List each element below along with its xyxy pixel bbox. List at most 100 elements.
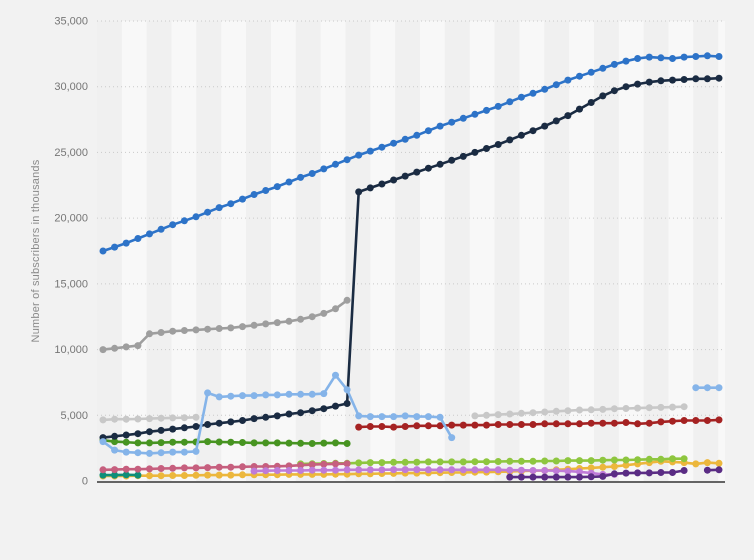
data-point[interactable] [99, 438, 107, 446]
data-point[interactable] [494, 411, 502, 419]
data-point[interactable] [541, 420, 549, 428]
data-point[interactable] [366, 466, 374, 474]
data-point[interactable] [99, 416, 107, 424]
data-point[interactable] [273, 439, 281, 447]
data-point[interactable] [401, 412, 409, 420]
data-point[interactable] [378, 466, 386, 474]
data-point[interactable] [599, 463, 607, 471]
data-point[interactable] [285, 410, 293, 418]
data-point[interactable] [192, 213, 200, 221]
data-point[interactable] [332, 460, 339, 468]
data-point[interactable] [111, 415, 119, 423]
data-point[interactable] [610, 470, 618, 478]
data-point[interactable] [692, 53, 700, 60]
data-point[interactable] [657, 455, 665, 463]
data-point[interactable] [669, 403, 676, 411]
data-point[interactable] [692, 460, 700, 468]
data-point[interactable] [262, 413, 270, 421]
data-point[interactable] [413, 168, 421, 176]
data-point[interactable] [610, 456, 618, 464]
data-point[interactable] [645, 419, 653, 427]
data-point[interactable] [134, 465, 142, 473]
data-point[interactable] [669, 76, 676, 84]
data-point[interactable] [134, 449, 142, 457]
data-point[interactable] [541, 122, 549, 130]
data-point[interactable] [157, 465, 165, 472]
data-point[interactable] [285, 317, 293, 325]
data-point[interactable] [355, 151, 363, 159]
data-point[interactable] [471, 421, 479, 429]
data-point[interactable] [634, 55, 642, 62]
data-point[interactable] [599, 456, 607, 464]
data-point[interactable] [494, 421, 502, 428]
data-point[interactable] [622, 419, 630, 426]
data-point[interactable] [215, 438, 223, 446]
data-point[interactable] [552, 457, 560, 465]
data-point[interactable] [111, 446, 119, 454]
series-silver[interactable] [99, 403, 688, 424]
data-point[interactable] [239, 439, 246, 446]
data-point[interactable] [99, 247, 107, 255]
data-point[interactable] [703, 384, 711, 392]
data-point[interactable] [297, 467, 305, 474]
data-point[interactable] [552, 467, 560, 475]
data-point[interactable] [157, 414, 165, 422]
data-point[interactable] [459, 152, 467, 160]
data-point[interactable] [529, 467, 537, 474]
data-point[interactable] [576, 468, 583, 476]
data-point[interactable] [343, 460, 351, 468]
data-point[interactable] [308, 461, 316, 469]
data-point[interactable] [192, 464, 200, 472]
data-point[interactable] [552, 407, 560, 415]
data-point[interactable] [541, 473, 549, 481]
data-point[interactable] [587, 457, 595, 465]
data-point[interactable] [517, 131, 525, 139]
data-point[interactable] [634, 469, 642, 477]
data-point[interactable] [424, 466, 432, 474]
data-point[interactable] [703, 459, 711, 467]
data-point[interactable] [99, 466, 107, 474]
data-point[interactable] [390, 458, 398, 466]
data-point[interactable] [529, 421, 537, 428]
data-point[interactable] [424, 422, 432, 430]
data-point[interactable] [157, 225, 165, 233]
data-point[interactable] [657, 469, 665, 476]
data-point[interactable] [622, 461, 630, 469]
data-point[interactable] [378, 143, 386, 151]
data-point[interactable] [610, 60, 618, 68]
data-point[interactable] [192, 326, 200, 334]
data-point[interactable] [157, 439, 165, 447]
data-point[interactable] [436, 458, 444, 466]
data-point[interactable] [227, 471, 235, 479]
data-point[interactable] [343, 400, 351, 407]
data-point[interactable] [366, 184, 374, 192]
data-point[interactable] [715, 466, 723, 474]
data-point[interactable] [401, 423, 409, 430]
data-point[interactable] [204, 438, 212, 446]
data-point[interactable] [610, 463, 618, 470]
data-point[interactable] [134, 439, 142, 447]
data-point[interactable] [517, 473, 525, 481]
data-point[interactable] [424, 413, 432, 421]
series-bright-blue[interactable] [99, 52, 723, 255]
data-point[interactable] [262, 320, 270, 328]
data-point[interactable] [483, 411, 490, 419]
data-point[interactable] [355, 423, 363, 431]
data-point[interactable] [239, 463, 246, 471]
data-point[interactable] [424, 458, 432, 466]
data-point[interactable] [634, 80, 642, 88]
data-point[interactable] [517, 466, 525, 474]
data-point[interactable] [448, 421, 456, 429]
series-green[interactable] [99, 436, 351, 447]
data-point[interactable] [180, 217, 188, 225]
data-point[interactable] [308, 170, 316, 177]
data-point[interactable] [669, 469, 676, 476]
data-point[interactable] [192, 447, 200, 455]
data-point[interactable] [204, 464, 212, 472]
data-point[interactable] [262, 467, 270, 475]
data-point[interactable] [715, 74, 723, 82]
data-point[interactable] [576, 105, 583, 113]
data-point[interactable] [169, 472, 177, 479]
data-point[interactable] [599, 92, 607, 100]
data-point[interactable] [308, 440, 316, 447]
